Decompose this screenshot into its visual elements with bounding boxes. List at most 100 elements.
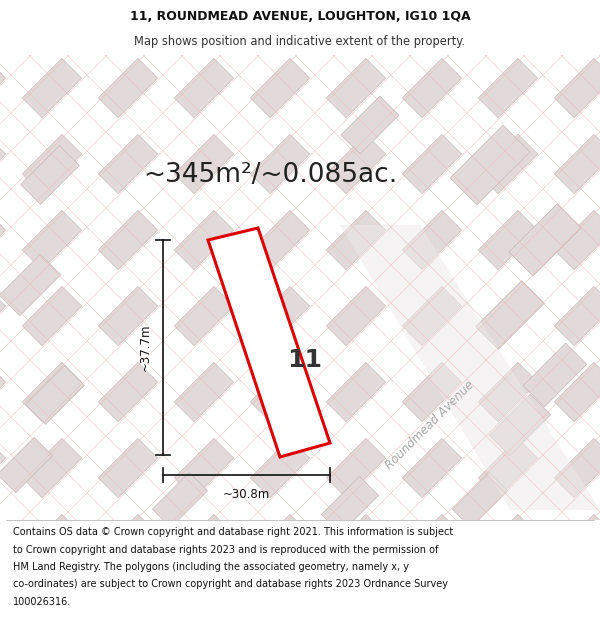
Polygon shape	[478, 286, 538, 346]
Polygon shape	[478, 514, 538, 574]
Polygon shape	[478, 438, 538, 498]
Polygon shape	[175, 590, 233, 625]
Polygon shape	[554, 210, 600, 270]
Polygon shape	[22, 438, 82, 498]
Polygon shape	[175, 0, 233, 42]
Polygon shape	[250, 514, 310, 574]
Polygon shape	[175, 438, 233, 498]
Text: Roundmead Avenue: Roundmead Avenue	[383, 378, 477, 472]
Polygon shape	[509, 204, 581, 276]
Polygon shape	[0, 438, 53, 493]
Polygon shape	[0, 254, 61, 316]
Polygon shape	[326, 0, 386, 42]
Polygon shape	[554, 362, 600, 422]
Polygon shape	[175, 286, 233, 346]
Polygon shape	[403, 362, 461, 422]
Polygon shape	[0, 134, 5, 194]
Polygon shape	[175, 514, 233, 574]
Polygon shape	[322, 476, 379, 534]
Polygon shape	[0, 362, 5, 422]
Text: HM Land Registry. The polygons (including the associated geometry, namely x, y: HM Land Registry. The polygons (includin…	[13, 562, 409, 572]
Polygon shape	[22, 58, 82, 118]
Polygon shape	[326, 514, 386, 574]
Polygon shape	[22, 590, 82, 625]
Polygon shape	[250, 438, 310, 498]
Polygon shape	[326, 362, 386, 422]
Polygon shape	[98, 286, 158, 346]
Polygon shape	[478, 58, 538, 118]
Text: 11: 11	[287, 348, 323, 372]
Polygon shape	[341, 96, 399, 154]
Polygon shape	[326, 134, 386, 194]
Text: ~30.8m: ~30.8m	[223, 489, 270, 501]
Polygon shape	[476, 281, 544, 349]
Polygon shape	[403, 58, 461, 118]
Polygon shape	[250, 0, 310, 42]
Polygon shape	[326, 438, 386, 498]
Polygon shape	[98, 210, 158, 270]
Polygon shape	[554, 514, 600, 574]
Polygon shape	[22, 286, 82, 346]
Text: ~37.7m: ~37.7m	[139, 324, 151, 371]
Polygon shape	[175, 134, 233, 194]
Polygon shape	[478, 134, 538, 194]
Polygon shape	[403, 134, 461, 194]
Polygon shape	[0, 210, 5, 270]
Polygon shape	[152, 472, 208, 528]
Polygon shape	[554, 286, 600, 346]
Polygon shape	[250, 210, 310, 270]
Polygon shape	[523, 343, 587, 407]
Polygon shape	[554, 134, 600, 194]
Polygon shape	[478, 0, 538, 42]
Polygon shape	[250, 286, 310, 346]
Polygon shape	[22, 210, 82, 270]
Polygon shape	[98, 134, 158, 194]
Polygon shape	[0, 286, 5, 346]
Polygon shape	[98, 514, 158, 574]
Polygon shape	[340, 225, 600, 510]
Polygon shape	[98, 590, 158, 625]
Polygon shape	[326, 58, 386, 118]
Polygon shape	[403, 0, 461, 42]
Polygon shape	[0, 438, 5, 498]
Polygon shape	[326, 210, 386, 270]
Polygon shape	[403, 210, 461, 270]
Polygon shape	[403, 590, 461, 625]
Polygon shape	[554, 58, 600, 118]
Polygon shape	[250, 362, 310, 422]
Polygon shape	[478, 210, 538, 270]
Polygon shape	[175, 210, 233, 270]
Polygon shape	[0, 514, 5, 574]
Polygon shape	[175, 58, 233, 118]
Polygon shape	[554, 0, 600, 42]
Polygon shape	[26, 366, 85, 424]
Polygon shape	[22, 514, 82, 574]
Polygon shape	[478, 362, 538, 422]
Polygon shape	[489, 394, 551, 456]
Polygon shape	[403, 438, 461, 498]
Polygon shape	[554, 590, 600, 625]
Polygon shape	[98, 362, 158, 422]
Polygon shape	[0, 58, 5, 118]
Polygon shape	[98, 0, 158, 42]
Polygon shape	[403, 286, 461, 346]
Polygon shape	[0, 590, 5, 625]
Text: 11, ROUNDMEAD AVENUE, LOUGHTON, IG10 1QA: 11, ROUNDMEAD AVENUE, LOUGHTON, IG10 1QA	[130, 10, 470, 23]
Polygon shape	[403, 514, 461, 574]
Polygon shape	[250, 590, 310, 625]
Text: co-ordinates) are subject to Crown copyright and database rights 2023 Ordnance S: co-ordinates) are subject to Crown copyr…	[13, 579, 448, 589]
Polygon shape	[175, 362, 233, 422]
Polygon shape	[0, 0, 5, 42]
Text: to Crown copyright and database rights 2023 and is reproduced with the permissio: to Crown copyright and database rights 2…	[13, 544, 439, 554]
Polygon shape	[326, 590, 386, 625]
Polygon shape	[452, 472, 508, 528]
Polygon shape	[478, 590, 538, 625]
Text: 100026316.: 100026316.	[13, 597, 71, 607]
Polygon shape	[554, 438, 600, 498]
Polygon shape	[20, 146, 79, 204]
Polygon shape	[22, 362, 82, 422]
Polygon shape	[250, 58, 310, 118]
Polygon shape	[326, 286, 386, 346]
Polygon shape	[250, 134, 310, 194]
Polygon shape	[450, 125, 530, 205]
